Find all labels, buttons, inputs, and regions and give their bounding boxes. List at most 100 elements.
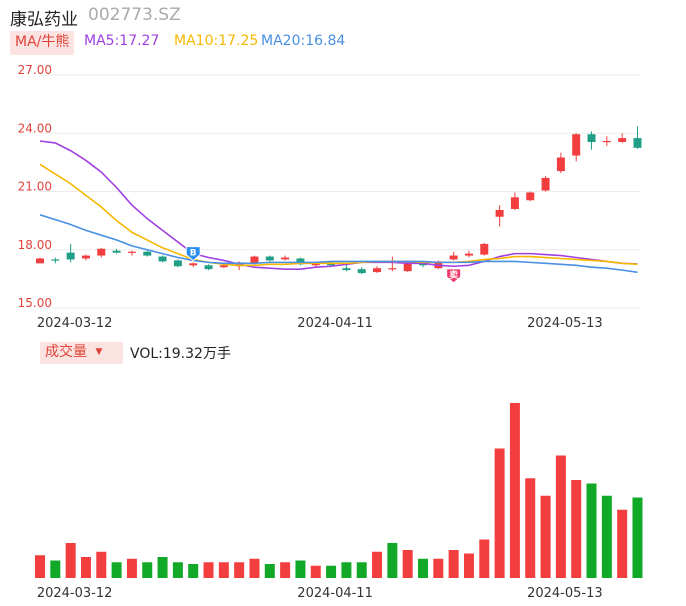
y-tick-label: 21.00 [18, 180, 52, 194]
stock-code: 002773.SZ [88, 5, 181, 25]
price-chart[interactable]: 27.00 24.00 21.00 18.00 15.00 2024-03-12 2024-… [0, 0, 686, 340]
volume-bar [617, 509, 628, 578]
x-tick-label: 2024-04-11 [297, 586, 373, 601]
volume-indicator-selector[interactable]: 成交量 ▼ [40, 342, 123, 364]
volume-bar [35, 555, 45, 578]
candle-body [204, 265, 213, 270]
candle-body [464, 253, 473, 256]
volume-bar [555, 455, 566, 578]
volume-bar [448, 550, 459, 578]
volume-bar [295, 560, 306, 578]
candle [541, 175, 550, 192]
buy-shield-icon-shape [185, 246, 201, 262]
candle-body [281, 257, 290, 260]
volume-chart[interactable]: 2024-03-12 2024-04-11 2024-05-13 [0, 340, 686, 606]
candle [495, 205, 504, 227]
candle-body [388, 268, 397, 270]
sell-shield-icon-shape [446, 268, 462, 284]
candle-body [403, 263, 412, 272]
y-tick-label: 24.00 [18, 121, 52, 135]
candle [281, 255, 290, 261]
candle [51, 257, 60, 264]
ma10-value: MA10:17.25 [174, 33, 259, 49]
candle-body [173, 260, 182, 267]
volume-bar [188, 564, 199, 578]
candle [602, 136, 611, 146]
volume-bar [387, 543, 398, 578]
candle-body [419, 263, 427, 266]
volume-bar [126, 558, 137, 578]
candle-body [36, 258, 44, 264]
candle [36, 257, 44, 264]
ma20-value: MA20:16.84 [261, 33, 346, 49]
volume-bar [433, 558, 444, 578]
candle-body [342, 268, 351, 271]
volume-bar [601, 495, 612, 578]
candle-body [250, 256, 259, 264]
caret-down-icon: ▼ [95, 347, 103, 357]
candle [66, 243, 75, 263]
candle [81, 254, 90, 261]
candle [556, 152, 565, 174]
volume-bar [341, 562, 352, 578]
volume-bar [463, 553, 474, 578]
candle-body [572, 134, 581, 156]
volume-bar [525, 478, 536, 578]
candle-body [357, 269, 366, 274]
candle-body [480, 243, 489, 255]
candle-body [97, 248, 106, 256]
candle [204, 264, 213, 271]
candle [587, 131, 596, 150]
x-tick-label: 2024-03-12 [37, 586, 113, 601]
ma-indicator-selector[interactable]: MA/牛熊 [10, 31, 75, 55]
volume-bar [157, 557, 168, 578]
stock-name: 康弘药业 [10, 10, 78, 30]
volume-bar [280, 562, 291, 578]
candle-body [265, 256, 274, 261]
ma5-value: MA5:17.27 [84, 33, 160, 49]
candle-body [112, 250, 121, 253]
volume-bar [509, 403, 520, 578]
sell-shield-icon: 卖 [446, 268, 462, 284]
volume-bar [310, 565, 321, 578]
candle-body [449, 255, 458, 260]
candle-body [618, 138, 627, 142]
volume-bar [50, 560, 61, 578]
candle-body [556, 157, 565, 172]
volume-bar [356, 562, 367, 578]
candle [189, 262, 198, 268]
candle-body [127, 251, 136, 253]
candle [464, 250, 473, 258]
volume-value: VOL:19.32万手 [130, 346, 231, 362]
volume-bar [172, 562, 183, 578]
candle [357, 267, 366, 275]
candle [633, 126, 642, 149]
candle-body [51, 259, 60, 261]
candle [173, 259, 182, 268]
candle-body [633, 138, 642, 148]
candle [526, 191, 535, 202]
candle-body [66, 252, 75, 260]
volume-bar [402, 550, 413, 578]
volume-bar [218, 562, 229, 578]
ma10-line [39, 163, 638, 267]
ma20-line [39, 214, 638, 274]
volume-bar [142, 562, 153, 578]
candle-body [219, 265, 228, 268]
candle-body [510, 197, 519, 209]
volume-bar [372, 551, 383, 578]
volume-bar [234, 562, 245, 578]
candle [342, 264, 351, 272]
volume-bar [326, 565, 337, 578]
volume-bar [111, 562, 122, 578]
buy-shield-icon-glyph: B [190, 249, 197, 259]
candle-body [602, 141, 611, 143]
volume-bar [249, 558, 260, 578]
volume-bar [418, 558, 428, 578]
volume-bar [65, 543, 76, 578]
volume-bar [540, 495, 551, 578]
candle [449, 251, 458, 261]
y-tick-label: 18.00 [18, 238, 52, 252]
candle-body [189, 263, 198, 266]
candle [388, 256, 397, 272]
